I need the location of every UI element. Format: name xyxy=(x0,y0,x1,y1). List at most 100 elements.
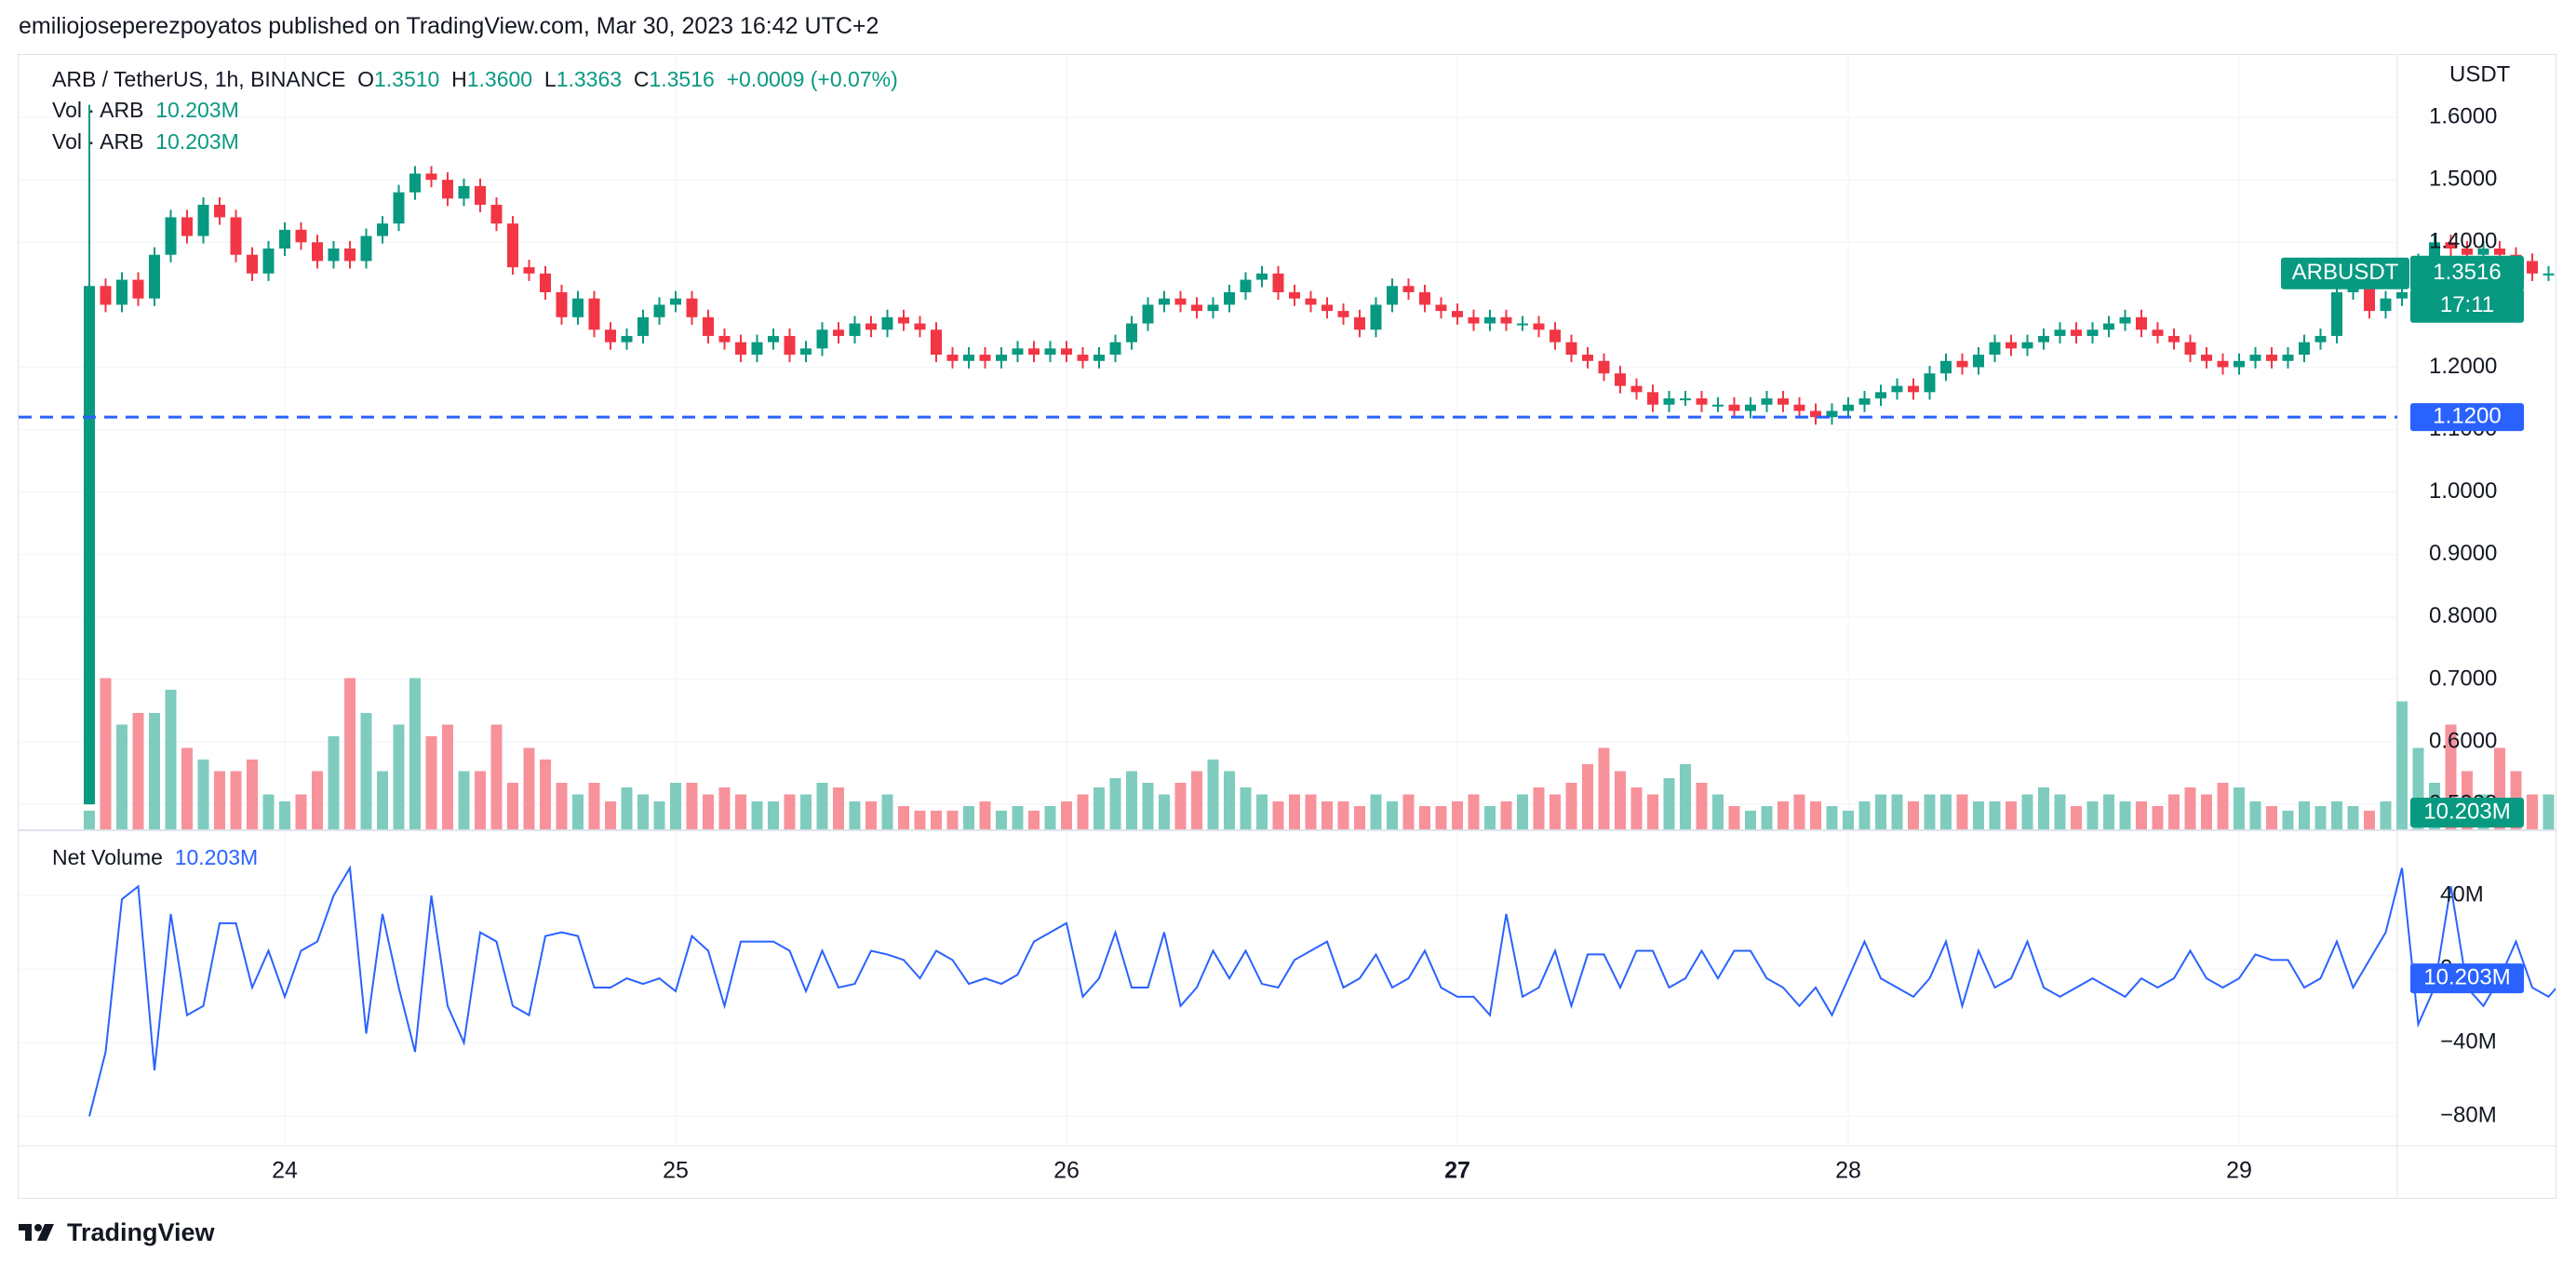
candle-body[interactable] xyxy=(409,173,421,193)
candle-body[interactable] xyxy=(540,273,551,292)
candle-body[interactable] xyxy=(2103,323,2114,330)
candle-body[interactable] xyxy=(1989,342,2001,356)
candle-body[interactable] xyxy=(2266,355,2277,361)
candle-body[interactable] xyxy=(1696,398,1708,405)
candle-body[interactable] xyxy=(312,242,323,262)
candle-body[interactable] xyxy=(931,329,942,356)
candle-body[interactable] xyxy=(816,329,828,349)
candle-body[interactable] xyxy=(1484,316,1496,324)
candle-body[interactable] xyxy=(181,217,193,236)
candle-body[interactable] xyxy=(1565,342,1577,356)
candle-body[interactable] xyxy=(1093,355,1105,361)
candle-body[interactable] xyxy=(1240,279,1252,292)
candle-body[interactable] xyxy=(1517,323,1528,326)
chart-canvas[interactable]: USDT1.60001.50001.40001.20001.10001.0000… xyxy=(19,55,2556,1198)
candle-body[interactable] xyxy=(1712,404,1724,407)
candle-body[interactable] xyxy=(2445,242,2457,249)
candle-body[interactable] xyxy=(1402,286,1415,292)
candle-body[interactable] xyxy=(1924,373,1936,393)
candle-body[interactable] xyxy=(1630,385,1643,393)
candle-body[interactable] xyxy=(1272,273,1284,292)
candle-body[interactable] xyxy=(1077,355,1089,361)
candle-body[interactable] xyxy=(475,185,486,206)
candle-body[interactable] xyxy=(149,254,160,299)
candle-body[interactable] xyxy=(100,286,112,305)
candle-body[interactable] xyxy=(2184,342,2196,356)
candle-body[interactable] xyxy=(2234,360,2245,368)
candle-body[interactable] xyxy=(572,298,584,317)
candle-body[interactable] xyxy=(230,217,242,255)
candle-body[interactable] xyxy=(1452,311,1463,317)
tradingview-brand[interactable]: TradingView xyxy=(67,1217,215,1246)
candle-body[interactable] xyxy=(1745,404,1756,411)
candle-body[interactable] xyxy=(214,205,225,218)
candle-body[interactable] xyxy=(2282,355,2294,361)
candle-body[interactable] xyxy=(1207,304,1219,312)
candle-body[interactable] xyxy=(507,223,518,268)
candle-body[interactable] xyxy=(1550,329,1561,343)
candle-body[interactable] xyxy=(2038,335,2049,343)
candle-body[interactable] xyxy=(2331,291,2342,336)
candle-body[interactable] xyxy=(1663,398,1675,405)
net-volume-line[interactable] xyxy=(88,865,2556,1117)
candle-body[interactable] xyxy=(1126,323,1137,343)
candle-body[interactable] xyxy=(458,185,470,199)
candle-body[interactable] xyxy=(1875,392,1886,399)
candle-body[interactable] xyxy=(262,249,275,274)
candle-body[interactable] xyxy=(2071,329,2082,336)
tradingview-logo-icon[interactable] xyxy=(19,1221,58,1244)
candle-body[interactable] xyxy=(1289,291,1300,299)
candle-body[interactable] xyxy=(588,298,600,330)
candle-body[interactable] xyxy=(1826,410,1838,418)
candle-body[interactable] xyxy=(865,323,877,330)
candle-body[interactable] xyxy=(295,229,307,243)
candle-body[interactable] xyxy=(1647,392,1658,405)
candle-body[interactable] xyxy=(1468,316,1480,324)
candle-body[interactable] xyxy=(1891,385,1903,393)
candle-body[interactable] xyxy=(1500,316,1512,324)
candle-body[interactable] xyxy=(2086,329,2099,336)
candle-body[interactable] xyxy=(1435,304,1447,312)
candle-body[interactable] xyxy=(605,329,616,343)
candle-body[interactable] xyxy=(2054,329,2066,336)
candle-body[interactable] xyxy=(1256,273,1268,280)
chart-frame[interactable]: USDT1.60001.50001.40001.20001.10001.0000… xyxy=(18,54,2556,1199)
candle-body[interactable] xyxy=(1940,360,1952,374)
candle-body[interactable] xyxy=(1533,323,1545,330)
candle-body[interactable] xyxy=(165,217,177,255)
candle-body[interactable] xyxy=(946,355,959,361)
candle-body[interactable] xyxy=(1908,385,1919,393)
candle-body[interactable] xyxy=(1142,304,1154,324)
candle-body[interactable] xyxy=(784,335,796,356)
candle-body[interactable] xyxy=(1191,304,1202,312)
candle-body[interactable] xyxy=(2021,342,2033,349)
candle-body[interactable] xyxy=(2299,342,2310,356)
candle-body[interactable] xyxy=(849,323,861,336)
candle-body[interactable] xyxy=(2006,342,2017,349)
candle-body[interactable] xyxy=(1680,398,1691,401)
candle-body[interactable] xyxy=(718,335,731,343)
candle-body[interactable] xyxy=(800,348,812,356)
candle-body[interactable] xyxy=(556,291,568,317)
candle-body[interactable] xyxy=(751,342,763,356)
candle-body[interactable] xyxy=(1337,311,1349,317)
candle-body[interactable] xyxy=(1778,398,1789,405)
candle-body[interactable] xyxy=(979,355,991,361)
candle-body[interactable] xyxy=(1044,348,1056,356)
candle-body[interactable] xyxy=(2168,335,2180,343)
candle-body[interactable] xyxy=(1159,298,1170,305)
candle-body[interactable] xyxy=(360,235,372,262)
candle-body[interactable] xyxy=(2380,298,2392,312)
candle-body[interactable] xyxy=(898,316,909,324)
candle-body[interactable] xyxy=(2201,355,2212,361)
candle-body[interactable] xyxy=(132,279,144,299)
candle-body[interactable] xyxy=(1858,398,1871,405)
candle-body[interactable] xyxy=(2119,316,2131,324)
candle-body[interactable] xyxy=(1761,398,1773,405)
candle-body[interactable] xyxy=(344,249,356,262)
candle-body[interactable] xyxy=(279,229,290,249)
candle-body[interactable] xyxy=(1061,348,1072,356)
candle-body[interactable] xyxy=(1793,404,1805,411)
candle-body[interactable] xyxy=(703,316,714,336)
candle-body[interactable] xyxy=(442,180,453,199)
